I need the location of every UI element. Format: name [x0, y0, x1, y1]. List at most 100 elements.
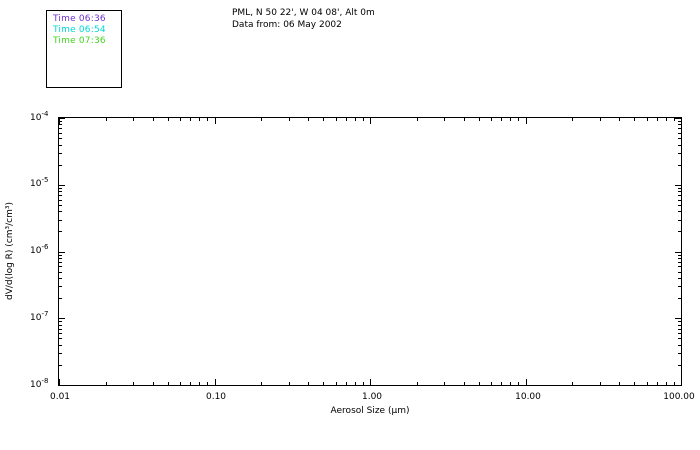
x-tick-top-minor	[600, 118, 601, 121]
y-tick-major-1e-4	[59, 118, 65, 119]
ytick-label-1e-4: 10-4	[30, 110, 49, 124]
y-tick-right-minor	[678, 138, 681, 139]
y-tick-right-minor	[678, 153, 681, 154]
y-tick-right-minor	[678, 200, 681, 201]
x-tick-top-minor	[634, 118, 635, 121]
y-tick-minor	[59, 333, 62, 334]
y-tick-major-1e-7	[59, 318, 65, 319]
y-tick-minor	[59, 298, 62, 299]
x-tick-minor	[133, 382, 134, 385]
x-tick-top-major-1e-1	[215, 118, 216, 124]
legend-box: Time 06:36 Time 06:54 Time 07:36	[46, 10, 122, 88]
ytick-label-1e-5: 10-5	[30, 176, 49, 190]
chart-title-block: PML, N 50 22', W 04 08', Alt 0m Data fro…	[232, 7, 375, 31]
x-tick-top-major-1e2	[681, 118, 682, 124]
y-tick-right-minor	[678, 258, 681, 259]
x-tick-minor	[207, 382, 208, 385]
x-tick-top-minor	[355, 118, 356, 121]
x-tick-minor	[180, 382, 181, 385]
chart-title-line-location: PML, N 50 22', W 04 08', Alt 0m	[232, 8, 375, 18]
y-tick-right-minor	[678, 128, 681, 129]
y-tick-right-minor	[678, 121, 681, 122]
y-tick-minor	[59, 365, 62, 366]
x-tick-minor	[518, 382, 519, 385]
x-tick-minor	[619, 382, 620, 385]
x-tick-minor	[634, 382, 635, 385]
x-tick-top-minor	[479, 118, 480, 121]
legend-entry-1: Time 06:36	[53, 14, 106, 24]
y-tick-right-minor	[678, 338, 681, 339]
y-tick-minor	[59, 278, 62, 279]
y-tick-right-minor	[678, 353, 681, 354]
y-tick-minor	[59, 321, 62, 322]
xtick-label-1: 0.10	[205, 392, 227, 402]
x-tick-top-minor	[619, 118, 620, 121]
y-tick-right-minor	[678, 262, 681, 263]
y-tick-right-minor	[678, 211, 681, 212]
y-tick-right-minor	[678, 195, 681, 196]
ytick-label-1e-6: 10-6	[30, 243, 49, 257]
legend-entry-2: Time 06:54	[53, 25, 106, 35]
x-axis-title: Aerosol Size (µm)	[330, 406, 410, 416]
y-tick-minor	[59, 258, 62, 259]
xtick-label-2: 1.00	[361, 392, 383, 402]
x-tick-top-minor	[510, 118, 511, 121]
y-tick-right-minor	[678, 333, 681, 334]
y-tick-right-minor	[678, 272, 681, 273]
x-tick-top-minor	[308, 118, 309, 121]
x-tick-top-minor	[417, 118, 418, 121]
x-tick-minor	[323, 382, 324, 385]
x-tick-minor	[572, 382, 573, 385]
x-tick-top-minor	[518, 118, 519, 121]
x-tick-major-1e1	[526, 379, 527, 385]
y-tick-minor	[59, 262, 62, 263]
y-tick-minor	[59, 188, 62, 189]
y-tick-right-major-1e-4	[675, 118, 681, 119]
x-tick-minor	[308, 382, 309, 385]
x-tick-minor	[657, 382, 658, 385]
y-tick-right-minor	[678, 220, 681, 221]
x-tick-minor	[491, 382, 492, 385]
series-layer	[59, 118, 681, 385]
y-tick-right-minor	[678, 205, 681, 206]
x-tick-top-minor	[666, 118, 667, 121]
x-tick-minor	[346, 382, 347, 385]
x-tick-top-minor	[190, 118, 191, 121]
y-tick-minor	[59, 205, 62, 206]
x-tick-top-minor	[444, 118, 445, 121]
x-tick-minor	[199, 382, 200, 385]
x-tick-top-minor	[464, 118, 465, 121]
x-tick-minor	[444, 382, 445, 385]
y-tick-major-1e-5	[59, 185, 65, 186]
x-tick-top-minor	[289, 118, 290, 121]
x-tick-minor	[600, 382, 601, 385]
y-tick-minor	[59, 200, 62, 201]
x-tick-top-minor	[647, 118, 648, 121]
x-tick-minor	[363, 382, 364, 385]
y-tick-minor	[59, 128, 62, 129]
x-tick-top-minor	[168, 118, 169, 121]
x-tick-minor	[355, 382, 356, 385]
y-tick-right-major-1e-7	[675, 318, 681, 319]
x-tick-minor	[289, 382, 290, 385]
legend-entry-3: Time 07:36	[53, 36, 106, 46]
y-tick-right-minor	[678, 329, 681, 330]
y-tick-right-minor	[678, 286, 681, 287]
x-tick-major-1e-1	[215, 379, 216, 385]
y-tick-right-minor	[678, 266, 681, 267]
x-tick-major-1e2	[681, 379, 682, 385]
x-tick-top-minor	[336, 118, 337, 121]
xtick-label-3: 10.00	[515, 392, 541, 402]
y-tick-minor	[59, 231, 62, 232]
y-tick-minor	[59, 329, 62, 330]
x-tick-minor	[479, 382, 480, 385]
y-tick-right-minor	[678, 255, 681, 256]
y-tick-minor	[59, 191, 62, 192]
y-tick-right-minor	[678, 278, 681, 279]
x-tick-minor	[417, 382, 418, 385]
y-tick-right-minor	[678, 191, 681, 192]
y-tick-minor	[59, 286, 62, 287]
y-tick-minor	[59, 338, 62, 339]
y-tick-right-minor	[678, 298, 681, 299]
x-tick-minor	[666, 382, 667, 385]
